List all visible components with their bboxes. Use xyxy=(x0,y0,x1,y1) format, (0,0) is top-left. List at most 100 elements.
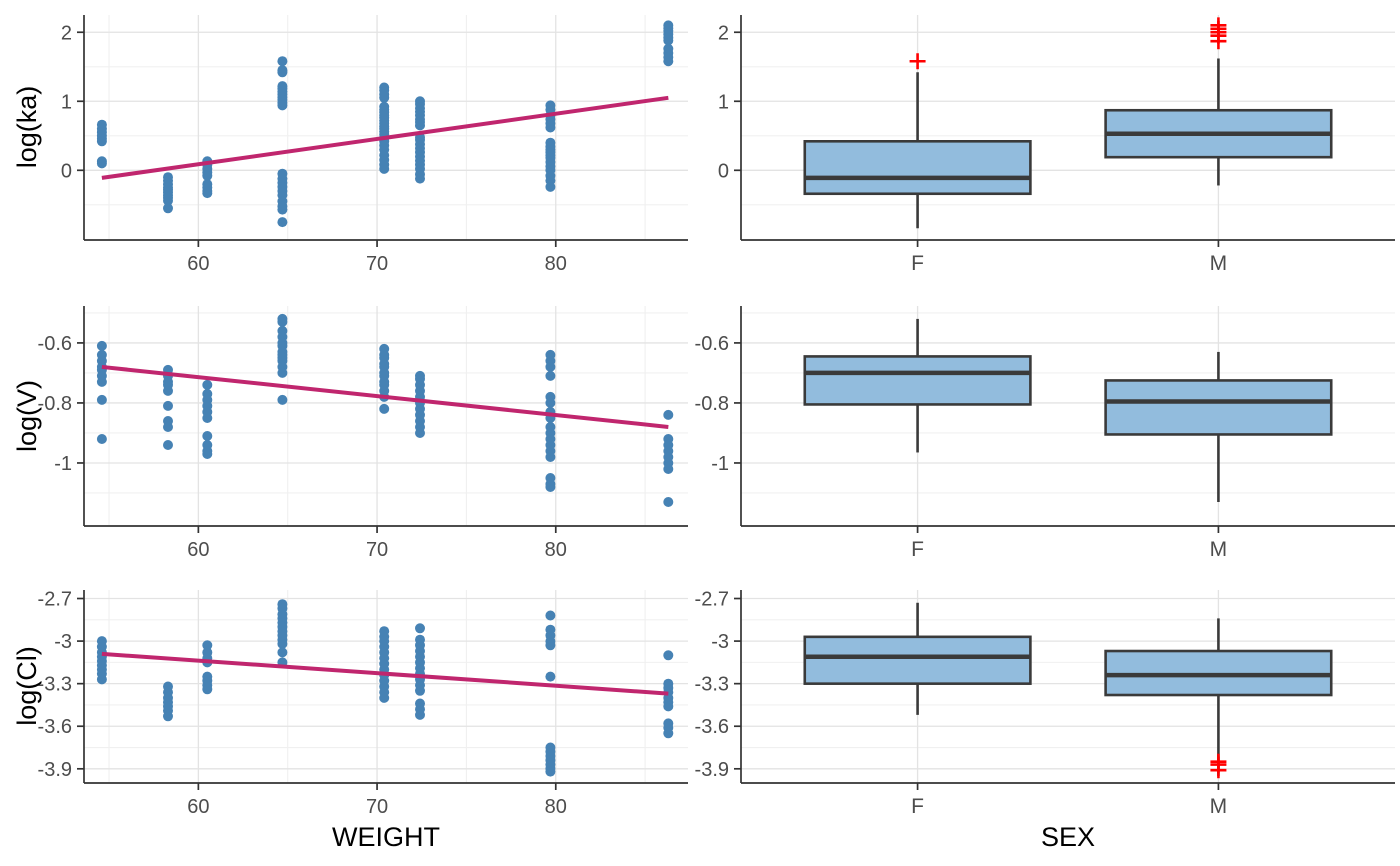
data-point xyxy=(202,170,213,181)
data-point xyxy=(277,638,288,649)
data-point xyxy=(96,136,107,147)
data-point xyxy=(379,92,390,103)
data-point xyxy=(545,370,556,381)
x-tick-label: 70 xyxy=(366,539,388,561)
data-point xyxy=(277,316,288,327)
y-tick-label: -0.6 xyxy=(695,333,729,355)
y-tick-label: -3.6 xyxy=(38,716,72,738)
data-point xyxy=(163,711,173,722)
boxplot-F xyxy=(803,53,1032,229)
data-point xyxy=(545,397,556,408)
boxplot-F xyxy=(803,602,1032,715)
x-tick-label: 60 xyxy=(187,796,209,818)
data-point xyxy=(545,610,556,621)
trend-line xyxy=(101,364,669,429)
data-point xyxy=(415,623,425,634)
data-point xyxy=(545,181,556,192)
x-category-label: F xyxy=(911,795,924,818)
data-point xyxy=(202,379,213,390)
x-axis-title-sex: SEX xyxy=(1040,822,1096,852)
scatter-points xyxy=(96,599,674,777)
y-tick-label: 0 xyxy=(718,160,729,182)
data-point xyxy=(202,449,213,459)
data-point xyxy=(96,394,107,405)
y-axis-title-log-ka: log(ka) xyxy=(12,85,42,169)
data-point xyxy=(415,709,425,720)
data-point xyxy=(163,203,173,214)
x-category-label: F xyxy=(911,252,924,275)
data-point xyxy=(277,367,288,378)
panel-log-ka-by-sex: 0 1 2 F M xyxy=(718,15,1395,275)
y-tick-label: -2.7 xyxy=(38,589,72,611)
data-point xyxy=(545,361,556,372)
data-point xyxy=(545,766,556,777)
boxplot-M xyxy=(1104,351,1333,502)
scatter-points xyxy=(96,313,674,507)
data-point xyxy=(545,482,556,492)
data-point xyxy=(663,728,674,739)
boxplot-F xyxy=(803,318,1032,453)
y-tick-label: -3.9 xyxy=(38,759,72,781)
x-tick-label: 80 xyxy=(545,253,567,275)
data-point xyxy=(663,35,674,46)
y-tick-label: -0.8 xyxy=(38,393,72,415)
x-category-label: M xyxy=(1210,252,1228,275)
data-point xyxy=(277,100,288,111)
data-point xyxy=(415,173,425,184)
y-tick-label: -3.6 xyxy=(695,716,729,738)
y-tick-label: -3.9 xyxy=(695,759,729,781)
data-point xyxy=(545,671,556,682)
box-iqr xyxy=(803,140,1032,196)
data-point xyxy=(277,204,288,215)
data-point xyxy=(96,674,107,685)
y-tick-label: 2 xyxy=(718,22,729,44)
data-point xyxy=(415,428,425,438)
y-tick-label: -2.7 xyxy=(695,589,729,611)
data-point xyxy=(202,640,213,651)
box-iqr xyxy=(803,635,1032,685)
boxplot-M xyxy=(1104,17,1333,186)
data-point xyxy=(163,400,173,411)
y-tick-label: -3.3 xyxy=(38,674,72,696)
panel-log-ka-vs-weight: 0 1 2 60 70 80 xyxy=(61,15,688,275)
data-point xyxy=(663,56,674,67)
x-category-label: M xyxy=(1210,538,1228,561)
box-iqr xyxy=(803,355,1032,406)
boxplot-M xyxy=(1104,618,1333,779)
data-point xyxy=(202,413,213,423)
data-point xyxy=(663,464,674,474)
data-point xyxy=(202,188,213,199)
panel-log-cl-by-sex: -2.7 -3 -3.3 -3.6 -3.9 F M xyxy=(695,589,1395,818)
y-tick-label: 2 xyxy=(61,22,72,44)
x-axis-title-weight: WEIGHT xyxy=(332,822,440,852)
panel-log-v-by-sex: -0.6 -0.8 -1 F M xyxy=(695,306,1395,561)
y-tick-label: -0.8 xyxy=(695,393,729,415)
y-axis-title-log-v: log(V) xyxy=(12,379,42,453)
panel-log-cl-vs-weight: -2.7 -3 -3.3 -3.6 -3.9 60 70 80 xyxy=(38,589,688,818)
data-point xyxy=(96,376,107,387)
x-tick-label: 60 xyxy=(187,253,209,275)
data-point xyxy=(379,163,390,174)
y-tick-label: 1 xyxy=(61,91,72,113)
x-category-label: M xyxy=(1210,795,1228,818)
y-tick-label: -1 xyxy=(711,453,729,475)
data-point xyxy=(277,394,288,405)
data-point xyxy=(663,701,674,712)
data-point xyxy=(202,684,213,695)
data-point xyxy=(545,640,556,651)
data-point xyxy=(277,67,288,78)
data-point xyxy=(663,650,674,661)
y-tick-label: -3 xyxy=(711,631,729,653)
y-tick-label: -3 xyxy=(54,631,72,653)
x-tick-label: 80 xyxy=(545,539,567,561)
data-point xyxy=(202,431,213,441)
x-tick-label: 60 xyxy=(187,539,209,561)
y-tick-label: -0.6 xyxy=(38,333,72,355)
data-point xyxy=(163,385,173,396)
data-point xyxy=(96,434,107,444)
x-tick-label: 70 xyxy=(366,253,388,275)
data-point xyxy=(96,158,107,169)
outlier-plus-icon xyxy=(909,53,926,70)
data-point xyxy=(545,452,556,462)
